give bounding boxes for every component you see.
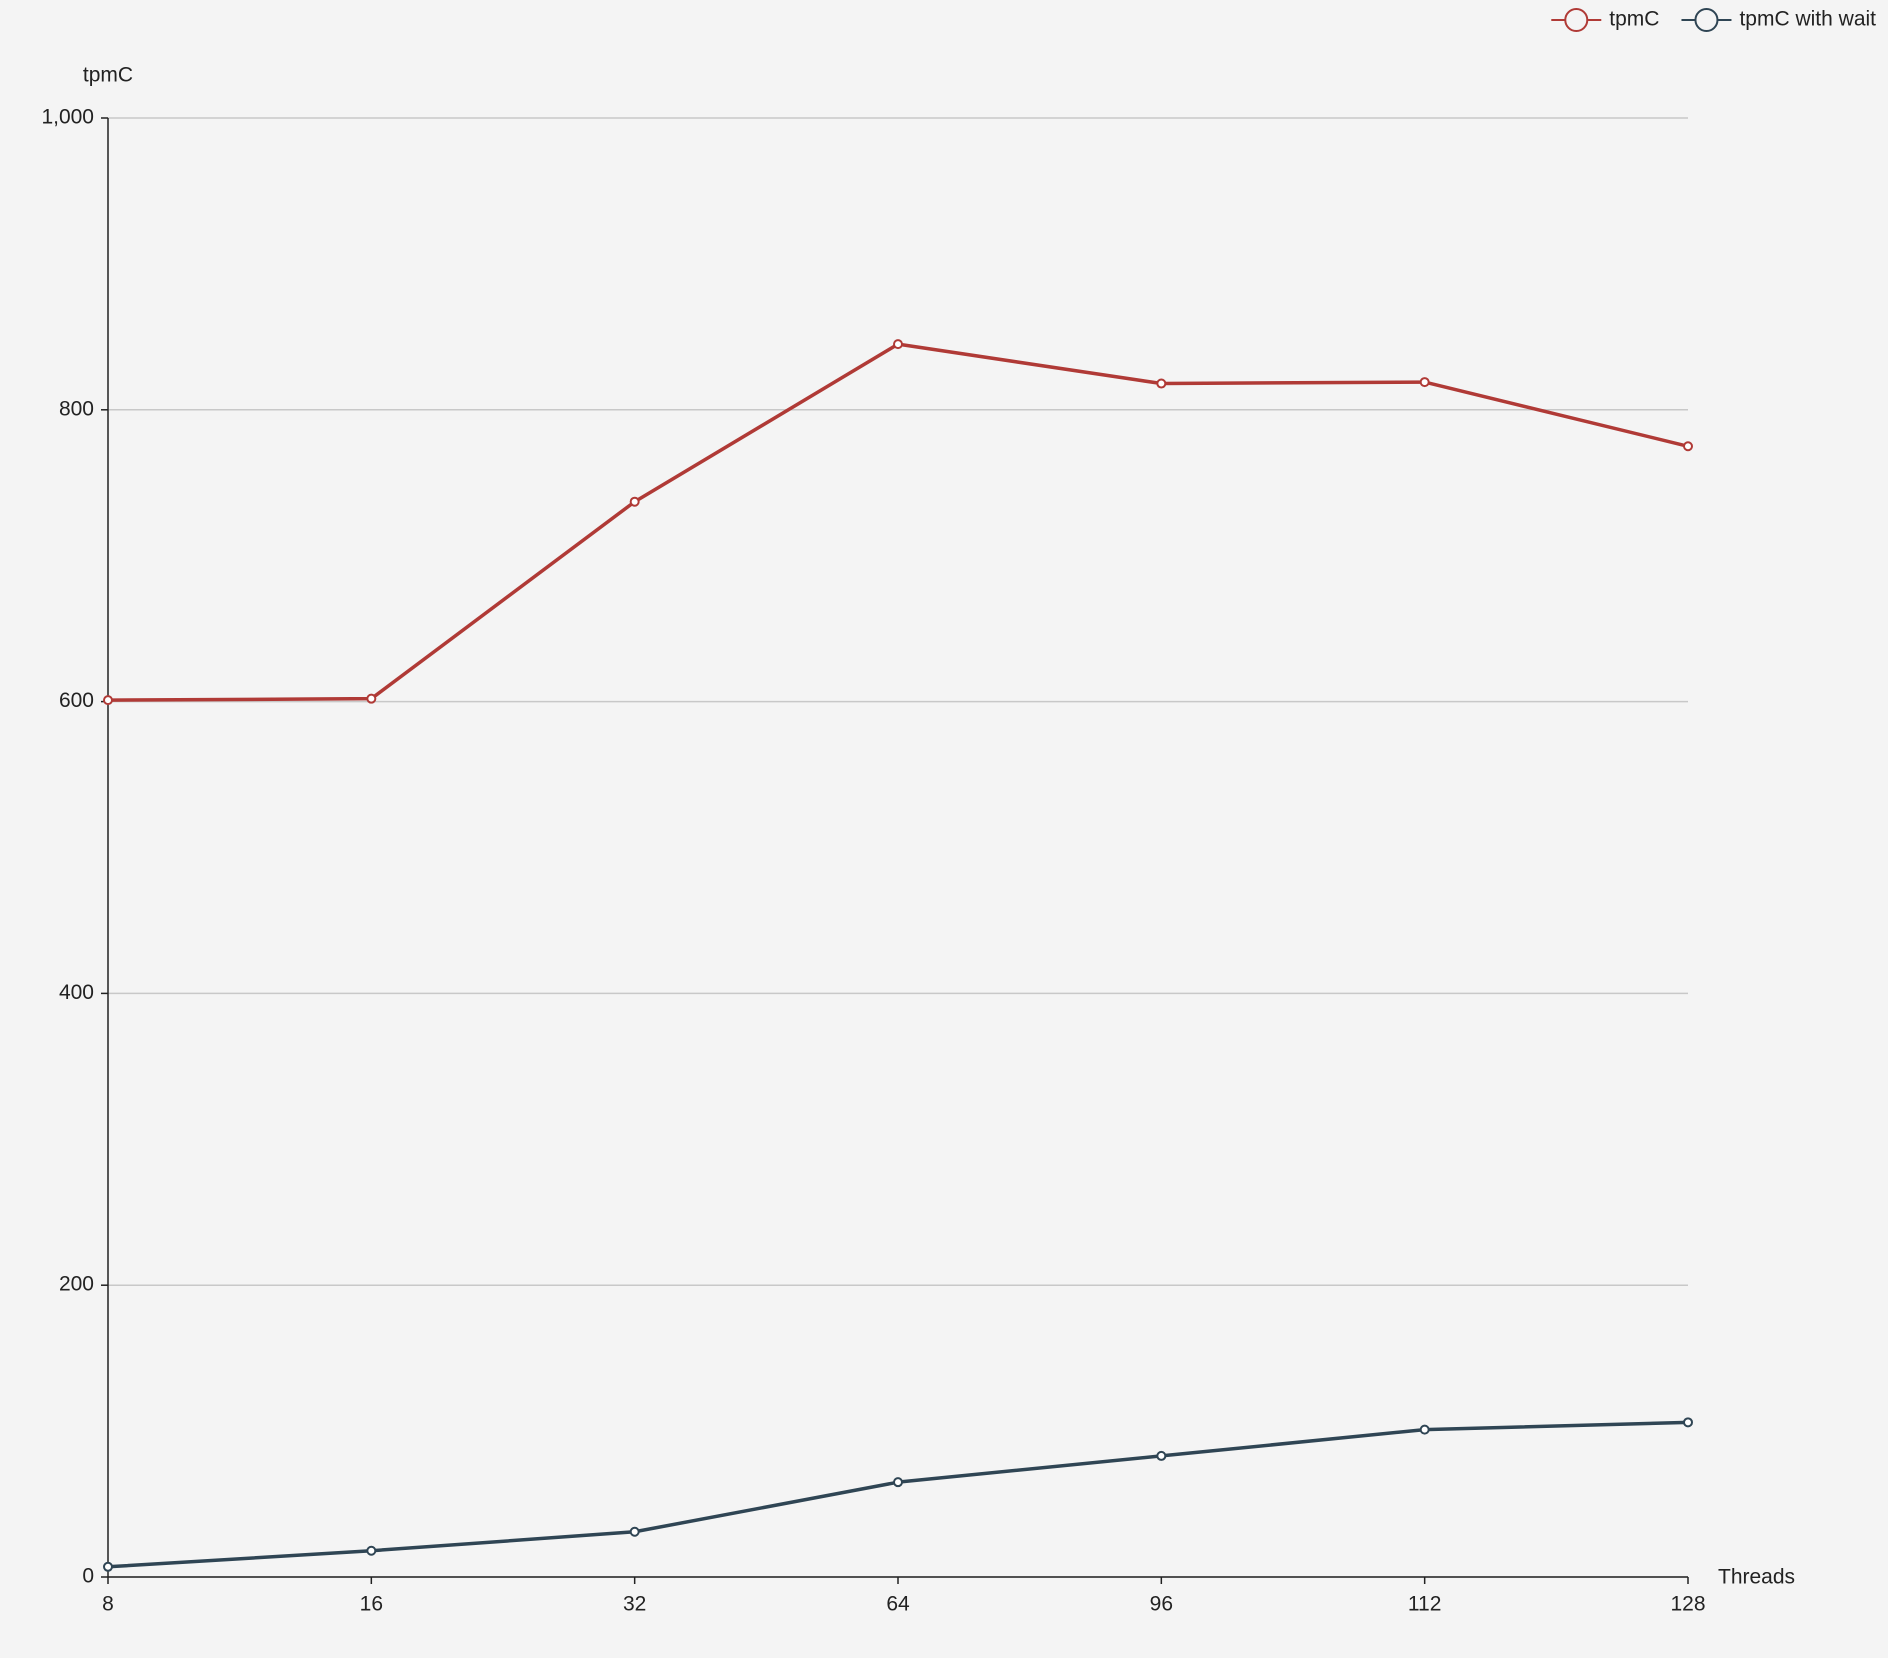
y-tick-label: 1,000	[41, 106, 94, 129]
legend: tpmC tpmC with wait	[1551, 8, 1876, 32]
data-point	[629, 1526, 640, 1537]
data-point	[366, 693, 377, 704]
x-tick-label: 128	[1670, 1593, 1705, 1616]
data-point	[1419, 1424, 1430, 1435]
legend-icon	[1564, 8, 1589, 32]
x-tick-label: 16	[360, 1593, 383, 1616]
data-point	[103, 695, 113, 706]
data-point	[1156, 1450, 1167, 1461]
legend-label: tpmC	[1609, 8, 1659, 31]
data-point	[629, 496, 640, 507]
data-point	[1419, 377, 1430, 388]
legend-label: tpmC with wait	[1739, 8, 1876, 31]
data-point	[893, 339, 903, 350]
x-tick-label: 112	[1408, 1593, 1441, 1616]
data-point	[893, 1477, 903, 1488]
y-tick-label: 800	[59, 397, 94, 420]
y-tick-label: 400	[59, 981, 94, 1004]
x-tick-label: 64	[886, 1593, 910, 1616]
x-tick-label: 96	[1150, 1593, 1173, 1616]
y-axis-label: tpmC	[83, 64, 133, 87]
y-tick-label: 0	[82, 1565, 94, 1588]
data-point	[366, 1545, 377, 1556]
x-tick-label: 8	[102, 1593, 114, 1616]
data-point	[1156, 378, 1167, 389]
legend-icon	[1694, 8, 1719, 32]
y-tick-label: 600	[59, 689, 94, 712]
data-point	[103, 1561, 113, 1572]
y-tick-label: 200	[59, 1273, 94, 1296]
data-point	[1683, 441, 1693, 452]
x-axis-label: Threads	[1718, 1566, 1795, 1589]
data-point	[1683, 1417, 1693, 1428]
x-tick-label: 32	[623, 1593, 646, 1616]
